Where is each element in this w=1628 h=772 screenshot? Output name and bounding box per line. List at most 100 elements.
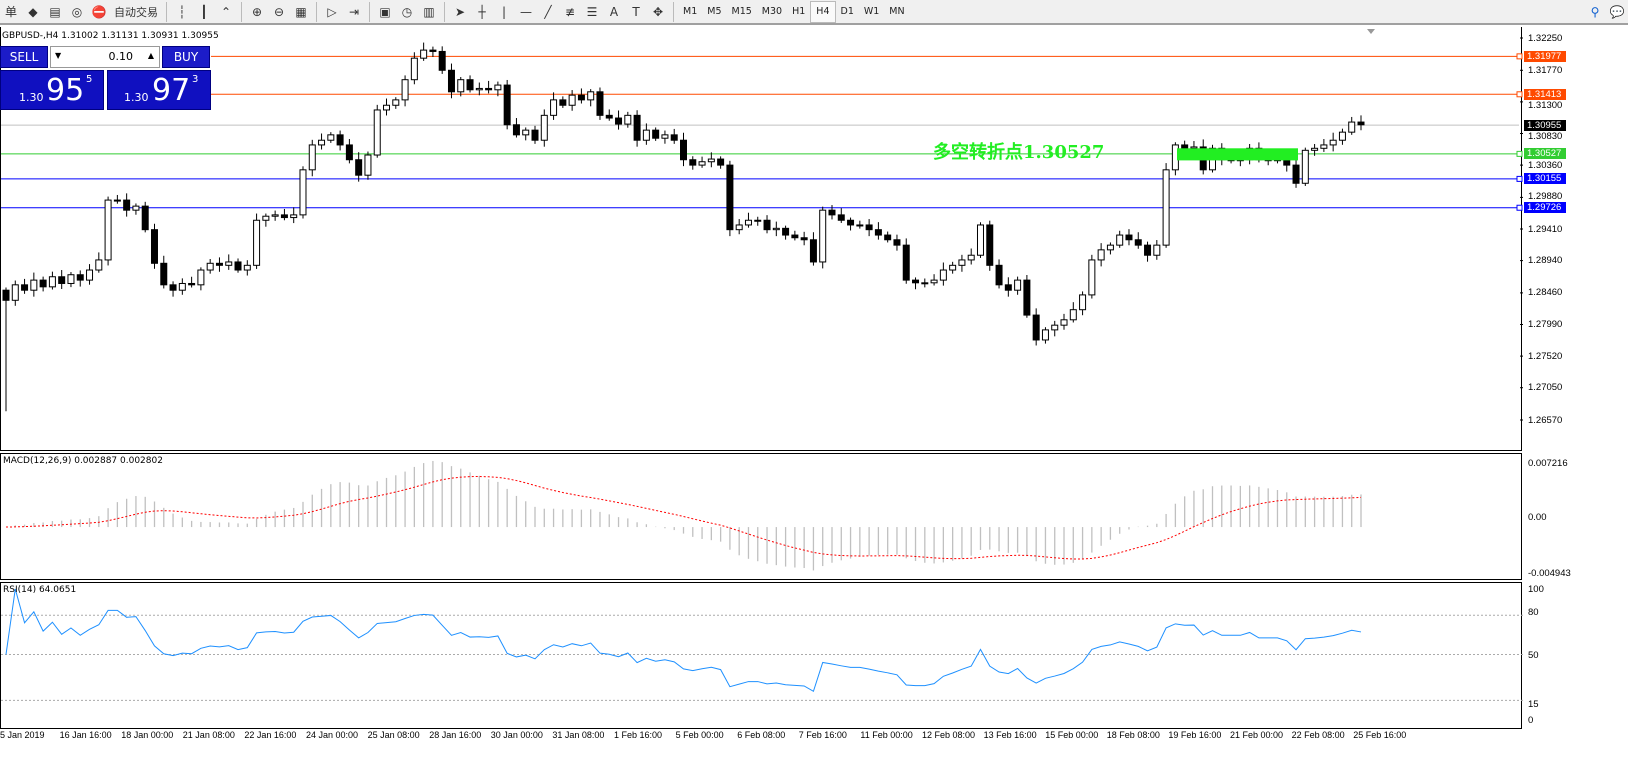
- chart-shift-marker-icon: [1367, 29, 1375, 34]
- sell-price[interactable]: 1.30 95 5: [0, 70, 104, 110]
- text-label-icon[interactable]: T: [632, 4, 640, 19]
- crosshair-icon[interactable]: ┼: [478, 4, 486, 19]
- lot-size-input[interactable]: 0.10: [108, 50, 134, 63]
- increase-lot-icon[interactable]: ▲: [147, 51, 154, 60]
- timeframe-h1[interactable]: H1: [792, 6, 806, 17]
- sell-price-pips: 95: [46, 73, 85, 108]
- main-chart-panel[interactable]: [0, 27, 1523, 451]
- bull-candle: [540, 114, 548, 141]
- bull-candle: [197, 269, 205, 286]
- new-indicator-icon[interactable]: ▣: [379, 4, 391, 19]
- open-folder-icon[interactable]: ◆: [28, 4, 38, 19]
- sell-button[interactable]: SELL: [0, 46, 48, 68]
- time-axis-label: 5 Feb 00:00: [675, 730, 724, 740]
- bear-candle: [596, 91, 604, 116]
- timeframe-m5[interactable]: M5: [707, 6, 722, 17]
- signal-icon[interactable]: ◎: [71, 4, 83, 19]
- text-icon[interactable]: A: [609, 4, 619, 19]
- timeframe-m30[interactable]: M30: [761, 6, 783, 17]
- decrease-lot-icon[interactable]: ▼: [55, 51, 62, 60]
- price-axis-label: 1.28460: [1528, 287, 1563, 299]
- lot-size-stepper[interactable]: ▼ 0.10 ▲: [50, 46, 160, 68]
- rsi-panel[interactable]: RSI(14) 64.0651: [0, 582, 1523, 729]
- bear-candle: [782, 227, 790, 236]
- candlestick-icon[interactable]: ┃: [200, 4, 208, 19]
- timeframe-mn[interactable]: MN: [889, 6, 905, 17]
- bull-candle: [1106, 244, 1114, 251]
- timeframe-h4[interactable]: H4: [810, 0, 836, 23]
- terminal-icon[interactable]: ▤: [49, 4, 61, 19]
- bull-candle: [1190, 146, 1198, 149]
- toolbar-separator: [369, 1, 370, 22]
- timeframe-w1[interactable]: W1: [863, 6, 880, 17]
- time-axis-label: 21 Feb 00:00: [1230, 730, 1284, 740]
- templates-icon[interactable]: ▥: [423, 4, 435, 19]
- macd-axis-zero: 0.00: [1528, 512, 1547, 523]
- bear-candle: [58, 276, 66, 284]
- horizontal-line-icon[interactable]: —: [520, 4, 532, 19]
- line-chart-icon[interactable]: ⌃: [220, 4, 232, 19]
- bear-candle: [577, 94, 585, 101]
- buy-price-pips: 97: [152, 73, 191, 108]
- periods-clock-icon[interactable]: ◷: [401, 4, 413, 19]
- symbol-info: GBPUSD-,H4 1.31002 1.31131 1.30931 1.309…: [2, 31, 219, 41]
- bear-candle: [234, 261, 242, 271]
- bear-candle: [336, 134, 344, 146]
- bear-candle: [717, 158, 725, 166]
- timeframe-m15[interactable]: M15: [731, 6, 752, 17]
- time-axis-label: 30 Jan 00:00: [490, 730, 543, 740]
- zoom-out-icon[interactable]: ⊖: [273, 4, 285, 19]
- tile-windows-icon[interactable]: ▦: [295, 4, 307, 19]
- buy-price[interactable]: 1.30 97 3: [107, 70, 211, 110]
- menu-label[interactable]: 单: [4, 5, 17, 19]
- time-axis-label: 1 Feb 16:00: [614, 730, 663, 740]
- cursor-icon[interactable]: ➤: [454, 4, 466, 19]
- bull-candle: [48, 276, 56, 288]
- price-axis-label: 1.32250: [1528, 32, 1563, 44]
- arrows-icon[interactable]: ✥: [652, 4, 664, 19]
- chart-shift-icon[interactable]: ▷: [327, 4, 337, 19]
- time-axis-label: 11 Feb 00:00: [860, 730, 913, 740]
- bull-candle: [1060, 319, 1068, 326]
- rsi-axis-100: 100: [1528, 584, 1544, 595]
- bear-candle: [503, 84, 511, 126]
- fibo-fan-icon[interactable]: ☰: [586, 4, 598, 19]
- rsi-axis-0: 0: [1528, 715, 1534, 726]
- level-handle: [1516, 91, 1523, 98]
- bear-candle: [1032, 314, 1040, 341]
- vertical-line-icon[interactable]: |: [501, 4, 507, 19]
- bear-candle: [345, 144, 353, 161]
- one-click-trading-panel: SELL ▼ 0.10 ▲ BUY 1.30 95 5 1.30 97 3: [0, 46, 212, 110]
- bear-candle: [160, 262, 168, 286]
- time-axis-label: 19 Feb 16:00: [1168, 730, 1222, 740]
- toolbar-separator: [673, 1, 674, 22]
- bar-chart-icon[interactable]: ┆: [178, 4, 186, 19]
- bear-candle: [1004, 284, 1012, 291]
- bear-candle: [809, 239, 817, 263]
- bull-candle: [744, 219, 752, 226]
- autotrading-label[interactable]: 自动交易: [114, 5, 158, 19]
- zoom-in-icon[interactable]: ⊕: [251, 4, 263, 19]
- search-icon[interactable]: ⚲: [1590, 4, 1600, 19]
- autoscroll-icon[interactable]: ⇥: [348, 4, 360, 19]
- autotrading-icon[interactable]: ⛔: [91, 4, 107, 19]
- macd-panel[interactable]: MACD(12,26,9) 0.002887 0.002802: [0, 453, 1522, 580]
- chat-icon[interactable]: 💬: [1609, 4, 1625, 19]
- time-axis-label: 12 Feb 08:00: [922, 730, 976, 740]
- sell-price-fraction: 5: [86, 74, 93, 85]
- timeframe-d1[interactable]: D1: [840, 6, 854, 17]
- time-axis-label: 25 Jan 08:00: [367, 730, 420, 740]
- bear-candle: [355, 159, 363, 176]
- bull-candle: [1041, 329, 1049, 341]
- price-axis-label: 1.27990: [1528, 319, 1563, 330]
- buy-button[interactable]: BUY: [162, 46, 210, 68]
- bear-candle: [1125, 234, 1133, 241]
- fibonacci-icon[interactable]: ≢: [564, 4, 576, 19]
- bull-candle: [373, 109, 381, 156]
- timeframe-m1[interactable]: M1: [683, 6, 698, 17]
- time-axis-label: 13 Feb 16:00: [983, 730, 1037, 740]
- bear-candle: [828, 209, 836, 216]
- trendline-icon[interactable]: ╱: [544, 4, 552, 19]
- time-axis-label: 21 Jan 08:00: [182, 730, 235, 740]
- rsi-axis-15: 15: [1528, 699, 1539, 710]
